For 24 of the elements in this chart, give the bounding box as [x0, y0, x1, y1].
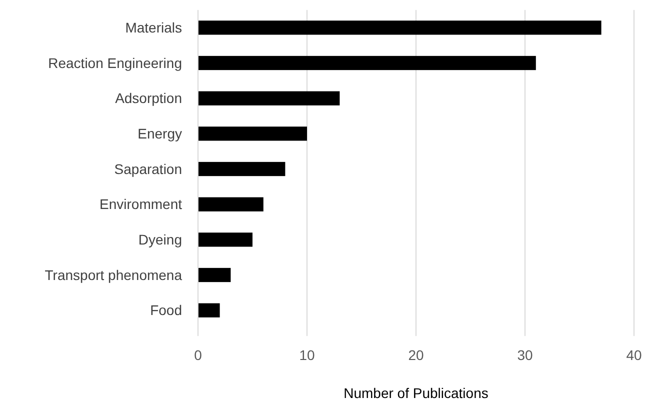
y-tick-label: Dyeing [138, 232, 182, 248]
bar [198, 197, 264, 212]
y-tick-label: Energy [138, 126, 182, 142]
bar [198, 268, 231, 282]
x-tick-label: 10 [299, 347, 315, 363]
y-tick-label: Food [150, 302, 182, 318]
y-tick-label: Saparation [114, 160, 182, 177]
y-tick-label: Transport phenomena [44, 266, 182, 283]
x-axis-title: Number of Publications [344, 385, 488, 401]
bar [198, 126, 307, 141]
x-tick-label: 40 [626, 347, 642, 363]
bar [198, 162, 286, 176]
bar [198, 303, 220, 318]
y-tick-label: Adsorption [115, 90, 182, 106]
y-tick-label: Reaction Engineering [48, 54, 182, 71]
bar [198, 232, 252, 247]
bar [198, 56, 536, 70]
x-tick-label: 20 [408, 347, 424, 363]
x-tick-label: 30 [517, 347, 533, 363]
bar [198, 91, 340, 106]
y-tick-label: Materials [125, 20, 182, 36]
bar [198, 20, 602, 35]
y-tick-label: Enviromment [100, 196, 182, 212]
x-tick-label: 0 [194, 347, 202, 363]
